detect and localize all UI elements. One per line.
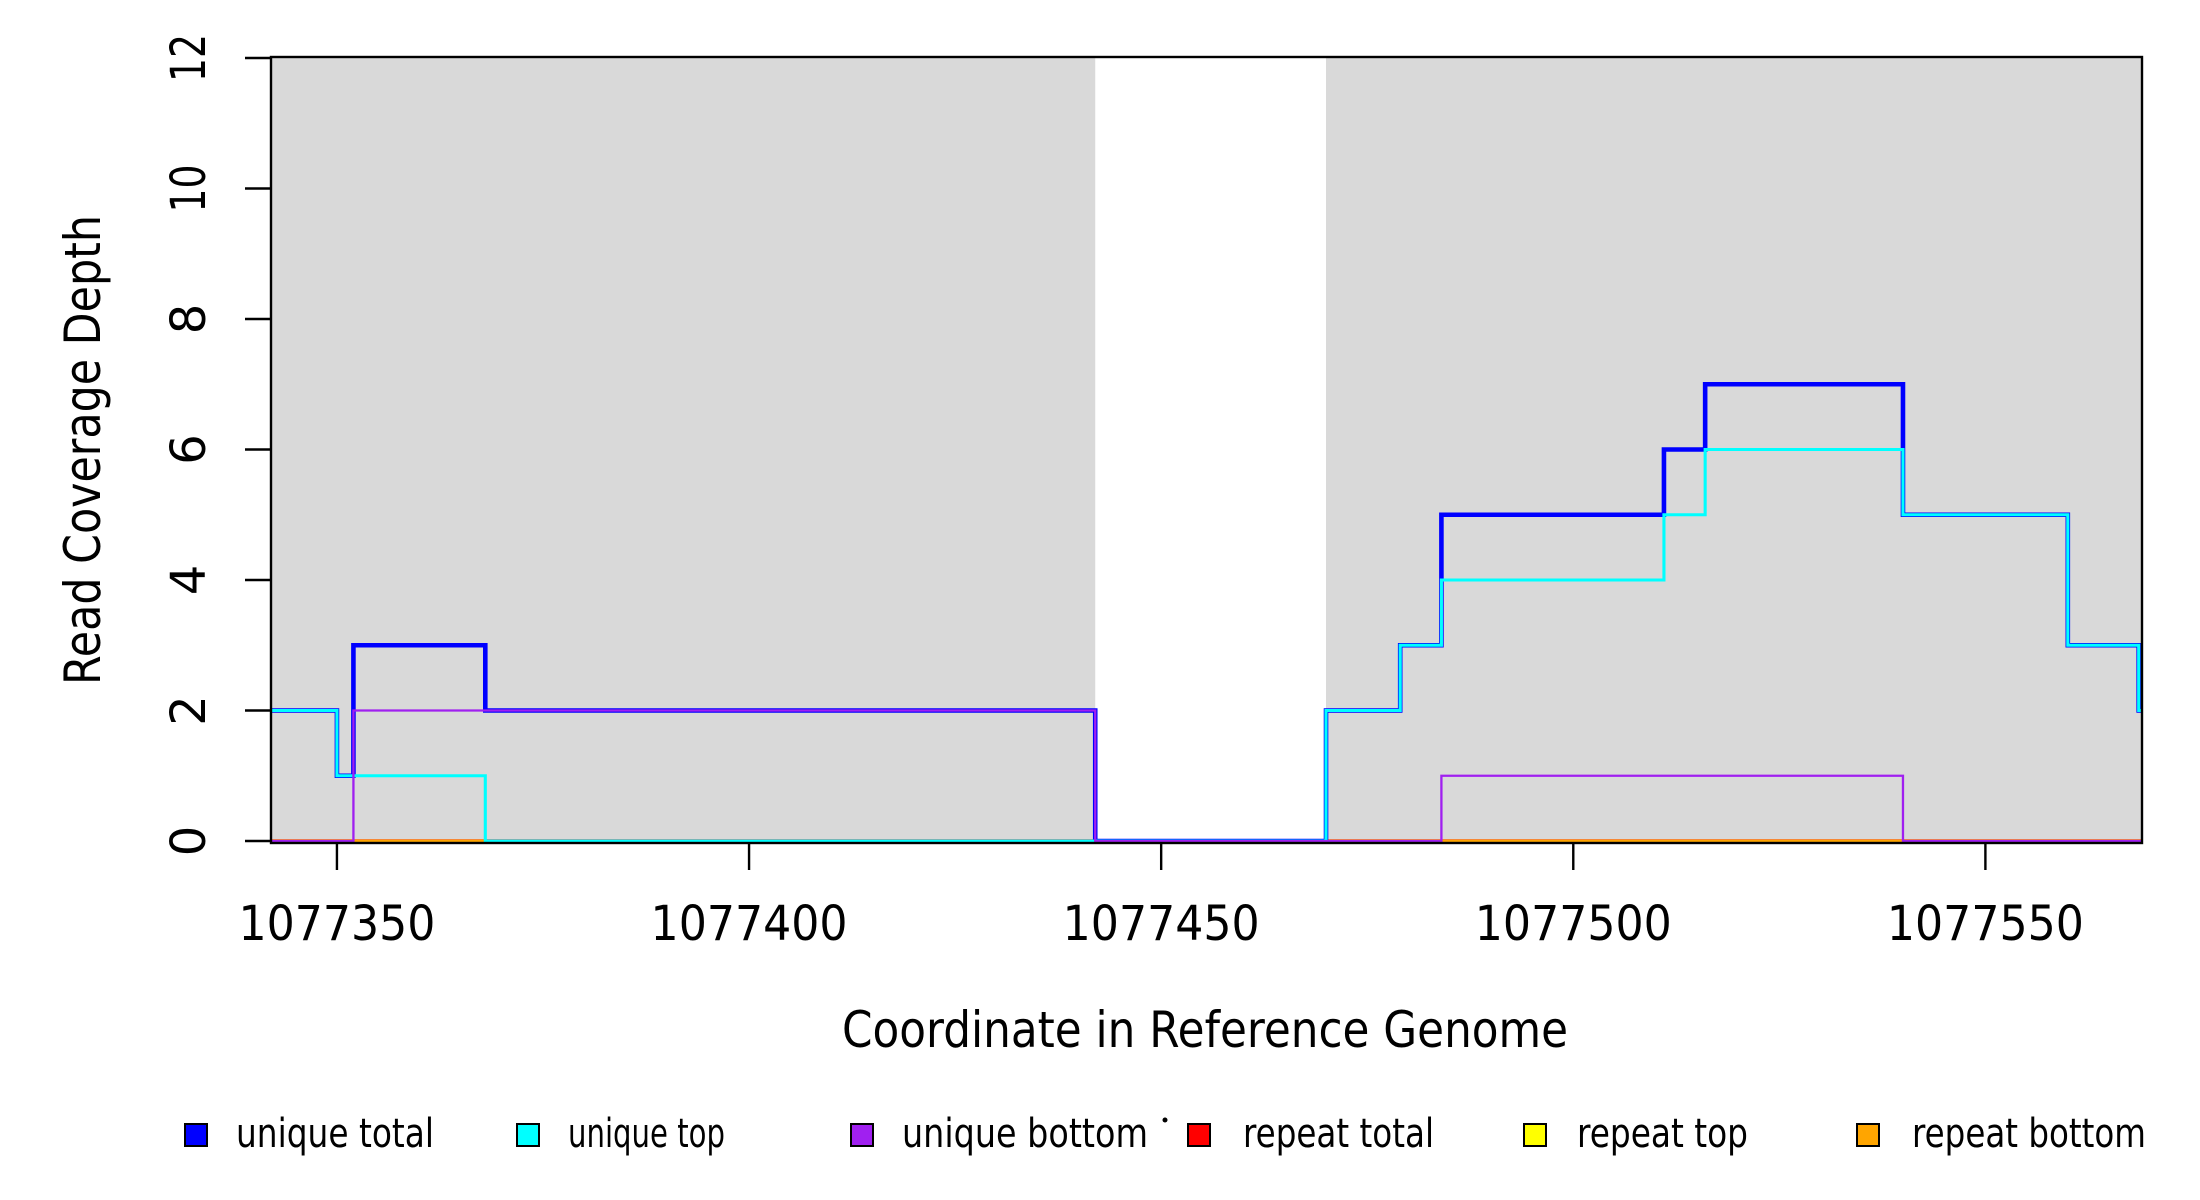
legend-label: repeat top	[1577, 1111, 1748, 1157]
x-tick-label: 1077550	[1887, 896, 2084, 952]
x-tick-label: 1077450	[1063, 896, 1260, 952]
series-lines	[271, 381, 2142, 844]
y-tick-label: 2	[161, 695, 217, 726]
y-tick-label: 0	[161, 826, 217, 857]
x-tick-label: 1077500	[1475, 896, 1672, 952]
y-tick-label: 6	[161, 434, 217, 465]
shaded-region	[271, 57, 1096, 843]
legend-label: unique bottom	[902, 1111, 1148, 1157]
y-tick-label: 12	[161, 34, 217, 82]
x-tick-label: 1077400	[651, 896, 848, 952]
legend-item-repeat-top: repeat top	[1523, 1111, 1748, 1157]
y-axis-title: Read Coverage Depth	[54, 215, 112, 685]
legend-swatch	[184, 1123, 208, 1147]
legend-item-repeat-total: repeat total	[1187, 1111, 1434, 1157]
series-line-unique-top	[271, 447, 2142, 843]
legend-label: repeat total	[1243, 1111, 1434, 1157]
legend-swatch	[1187, 1123, 1211, 1147]
y-tick-label: 10	[161, 165, 217, 213]
legend-label: unique top	[568, 1111, 725, 1157]
legend-item-repeat-bottom: repeat bottom	[1856, 1111, 2146, 1157]
tick-labels: 1077350 1077400 1077450 1077500 1077550 0 2 4 6 8…	[161, 34, 2084, 952]
legend-swatch	[516, 1123, 540, 1147]
y-tick-label: 8	[161, 304, 217, 335]
legend-item-unique-top: unique top	[516, 1111, 725, 1157]
y-tick-label: 4	[161, 565, 217, 596]
legend-label: repeat bottom	[1912, 1111, 2146, 1157]
stray-point-marker	[1162, 1117, 1168, 1123]
axis-ticks	[245, 56, 1987, 870]
series-line-unique-bottom	[271, 709, 2142, 843]
legend-item-unique-total: unique total	[184, 1111, 434, 1157]
legend-item-unique-bottom: unique bottom	[850, 1111, 1148, 1157]
legend-label: unique total	[236, 1111, 434, 1157]
legend-swatch	[1856, 1123, 1880, 1147]
x-axis-title: Coordinate in Reference Genome	[842, 1001, 1568, 1059]
legend: unique total unique top unique bottom repea…	[184, 1111, 2146, 1157]
x-tick-label: 1077350	[238, 896, 435, 952]
legend-swatch	[1523, 1123, 1547, 1147]
legend-swatch	[850, 1123, 874, 1147]
